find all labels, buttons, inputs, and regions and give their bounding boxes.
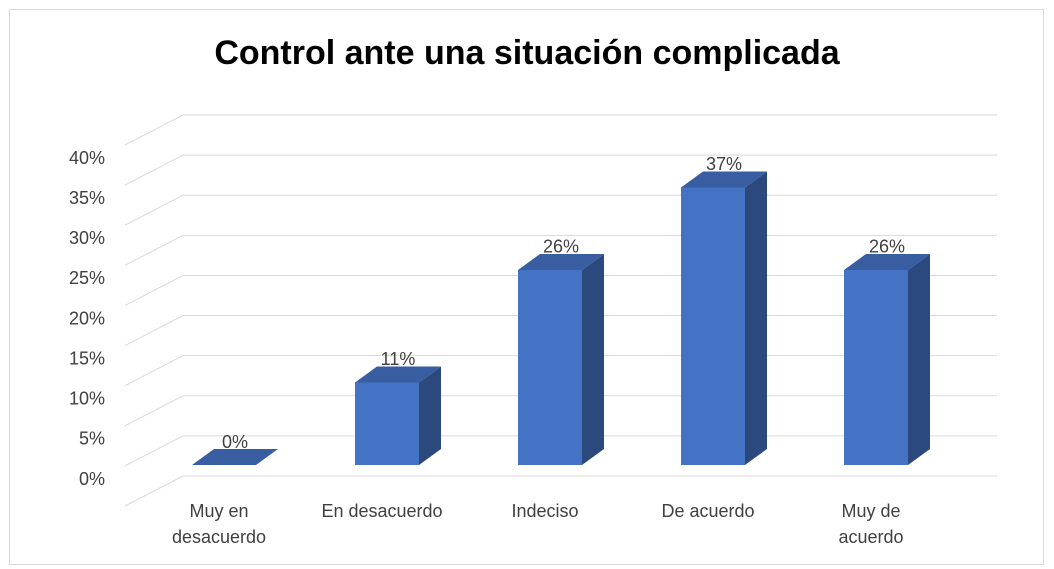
grid-line (124, 355, 184, 387)
grid-line (124, 315, 184, 346)
grid-line (124, 395, 184, 427)
bar-top (355, 366, 441, 383)
y-tick-label: 5% (79, 429, 105, 449)
y-tick-label: 25% (69, 268, 105, 288)
grid-frame (124, 114, 184, 146)
y-tick-label: 0% (79, 469, 105, 489)
value-label: 0% (222, 432, 248, 452)
y-tick-label: 20% (69, 308, 105, 328)
x-tick-label: Indeciso (511, 501, 579, 521)
y-tick-label: 35% (69, 188, 105, 208)
grid-line (124, 194, 184, 226)
value-label: 26% (543, 237, 579, 257)
bar-side (582, 253, 604, 465)
y-tick-label: 15% (69, 348, 105, 368)
x-tick-label: De acuerdo (661, 501, 755, 521)
y-tick-label: 40% (69, 148, 105, 168)
value-label: 11% (381, 349, 416, 369)
bar-side (419, 366, 441, 465)
bar (681, 187, 745, 465)
value-label: 37% (706, 154, 742, 174)
bar (518, 269, 582, 465)
x-tick-label: Muy en desacuerdo (171, 501, 267, 547)
x-tick-label: En desacuerdo (321, 501, 443, 521)
y-tick-label: 30% (69, 228, 105, 248)
bar-top (844, 253, 930, 270)
value-label: 26% (869, 237, 905, 257)
grid-line (124, 435, 184, 467)
grid-line (124, 234, 184, 266)
bar-top (192, 449, 278, 465)
y-tick-label: 10% (69, 389, 105, 409)
bar-side (908, 253, 930, 465)
bar (844, 269, 908, 465)
grid-line (124, 154, 184, 186)
chart-title: Control ante una situación complicada (214, 34, 840, 72)
grid-line (124, 275, 184, 306)
bar-top (518, 253, 604, 270)
bar-side (745, 171, 767, 465)
x-tick-label: Muy de acuerdo (838, 501, 904, 547)
bar-top (681, 171, 767, 188)
grid-line (124, 475, 184, 507)
bar (355, 382, 419, 465)
